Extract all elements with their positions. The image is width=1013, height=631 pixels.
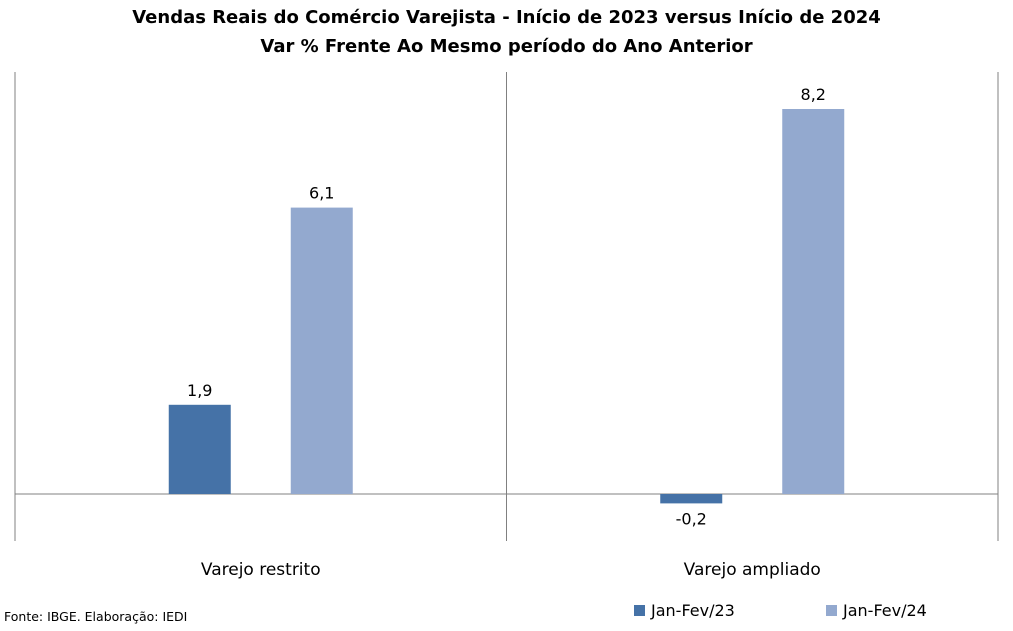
category-label: Varejo ampliado [684, 560, 821, 580]
chart-title: Vendas Reais do Comércio Varejista - Iní… [132, 7, 881, 28]
bar [782, 109, 845, 494]
data-label: 8,2 [801, 85, 826, 104]
bar [290, 207, 353, 494]
data-label: 6,1 [309, 184, 334, 203]
legend-item-series2: Jan-Fev/24 [826, 601, 927, 620]
data-label: 1,9 [187, 381, 212, 400]
category-label: Varejo restrito [201, 560, 321, 580]
legend-label: Jan-Fev/24 [843, 601, 927, 620]
legend-swatch [634, 605, 645, 616]
source-note: Fonte: IBGE. Elaboração: IEDI [4, 609, 188, 624]
bar [168, 404, 231, 494]
legend-label: Jan-Fev/23 [651, 601, 735, 620]
legend-swatch [826, 605, 837, 616]
chart-subtitle: Var % Frente Ao Mesmo período do Ano Ant… [260, 36, 753, 57]
legend-item-series1: Jan-Fev/23 [634, 601, 735, 620]
data-label: -0,2 [676, 509, 707, 528]
bar [660, 494, 723, 504]
